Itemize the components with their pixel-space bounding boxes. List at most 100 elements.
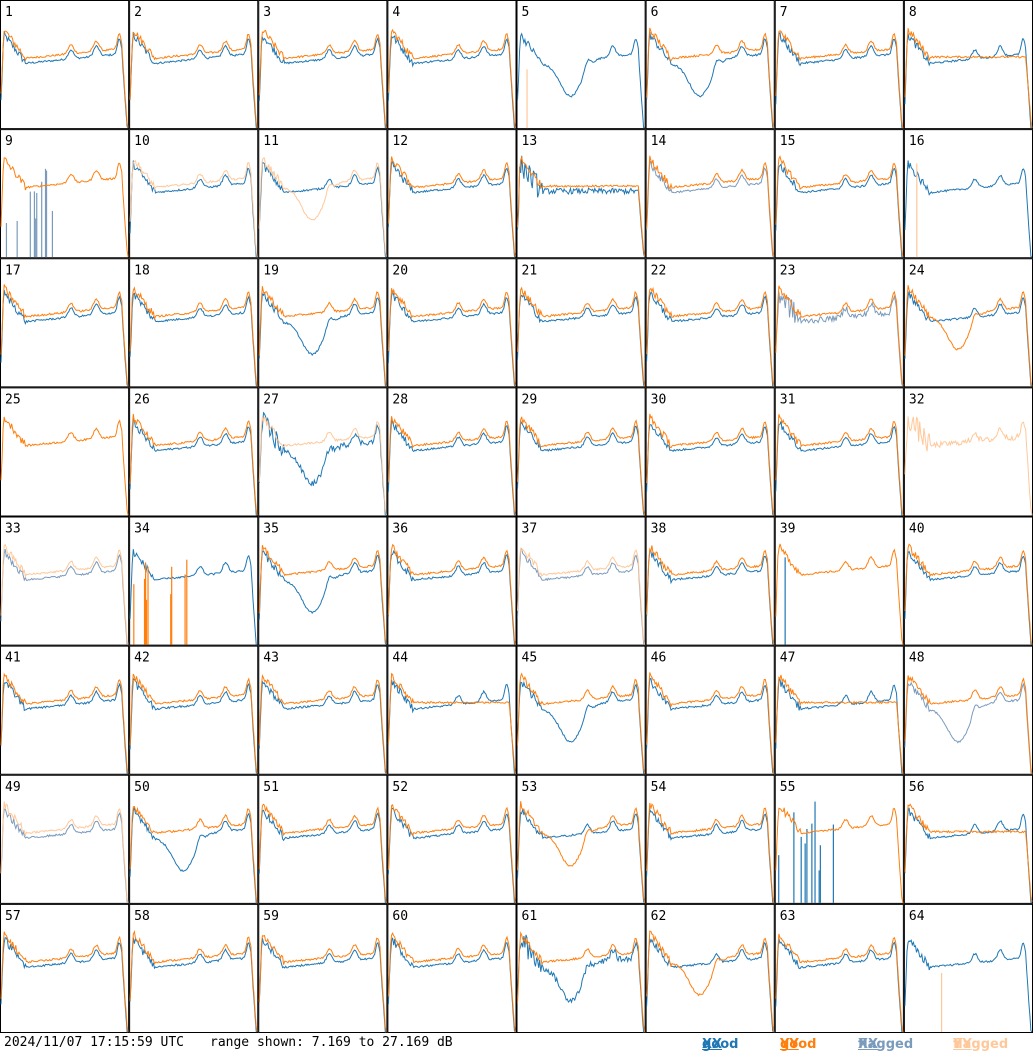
panel-number: 32 xyxy=(909,392,925,407)
panel-60: 60 xyxy=(387,903,517,1033)
panel-30: 30 xyxy=(645,387,775,517)
panel-number: 62 xyxy=(651,909,667,924)
panel-frame xyxy=(258,129,388,259)
yy-series-line xyxy=(0,543,129,645)
legend-flagged-xx-word: flagged xyxy=(858,1037,914,1052)
yy-spike-series xyxy=(133,559,188,645)
panel-frame xyxy=(258,258,388,388)
yy-series-line xyxy=(646,155,775,257)
yy-series-line xyxy=(0,672,129,774)
panel-frame xyxy=(129,0,259,130)
yy-series-line xyxy=(646,27,775,129)
xx-series-line xyxy=(0,681,129,775)
yy-series-line xyxy=(517,416,646,516)
yy-series-line xyxy=(904,416,1033,516)
panel-number: 42 xyxy=(134,651,150,666)
xx-series-line xyxy=(387,289,516,387)
panel-frame xyxy=(129,129,259,259)
footer: 2024/11/07 17:15:59 UTC range shown: 7.1… xyxy=(0,1033,1033,1053)
panel-number: 54 xyxy=(651,780,667,795)
panel-19: 19 xyxy=(258,258,388,388)
panel-number: 57 xyxy=(5,909,21,924)
panel-10: 10 xyxy=(129,129,259,259)
panel-55: 55 xyxy=(774,774,904,904)
panel-number: 3 xyxy=(263,5,271,20)
xx-series-line xyxy=(387,35,516,129)
panel-number: 15 xyxy=(780,134,796,149)
yy-series-line xyxy=(129,286,258,387)
panel-61: 61 xyxy=(516,903,646,1033)
panel-frame xyxy=(129,903,259,1033)
yy-series-line xyxy=(129,160,258,258)
panel-59: 59 xyxy=(258,903,388,1033)
panel-number: 18 xyxy=(134,263,150,278)
panel-number: 46 xyxy=(651,651,667,666)
xx-series-line xyxy=(775,163,904,258)
yy-series-line xyxy=(775,807,904,903)
yy-series-line xyxy=(775,674,904,774)
panel-frame xyxy=(903,645,1033,775)
yy-series-line xyxy=(129,32,258,128)
yy-series-line xyxy=(517,286,646,387)
panel-frame xyxy=(516,0,646,130)
legend-flagged-yy-word: flagged xyxy=(953,1037,1009,1052)
xx-series-line xyxy=(646,159,775,258)
panel-25: 25 xyxy=(0,387,130,517)
xx-series-line xyxy=(129,292,258,387)
panel-frame xyxy=(645,903,775,1033)
panel-frame xyxy=(903,129,1033,259)
yy-series-line xyxy=(646,413,775,516)
panel-5: 5 xyxy=(516,0,646,130)
panel-54: 54 xyxy=(645,774,775,904)
panel-33: 33 xyxy=(0,516,130,646)
panel-number: 14 xyxy=(651,134,667,149)
xx-series-line xyxy=(904,939,1033,1033)
panel-56: 56 xyxy=(903,774,1033,904)
panel-number: 50 xyxy=(134,780,150,795)
panel-29: 29 xyxy=(516,387,646,517)
panel-number: 30 xyxy=(651,392,667,407)
yy-series-line xyxy=(775,285,904,386)
panel-21: 21 xyxy=(516,258,646,388)
xx-series-line xyxy=(646,807,775,904)
panel-frame xyxy=(258,645,388,775)
yy-series-line xyxy=(646,286,775,387)
panel-52: 52 xyxy=(387,774,517,904)
panel-51: 51 xyxy=(258,774,388,904)
panel-number: 6 xyxy=(651,5,659,20)
yy-series-line xyxy=(387,416,516,516)
xx-series-line xyxy=(129,417,258,516)
xx-spike-series xyxy=(778,801,834,903)
panel-frame xyxy=(0,129,130,259)
panel-43: 43 xyxy=(258,645,388,775)
xx-series-line xyxy=(387,937,516,1033)
yy-series-line xyxy=(129,673,258,774)
panel-13: 13 xyxy=(516,129,646,259)
xx-series-line xyxy=(129,677,258,775)
yy-series-line xyxy=(0,157,129,257)
panel-frame xyxy=(0,645,130,775)
panel-14: 14 xyxy=(645,129,775,259)
panel-7: 7 xyxy=(774,0,904,130)
legend-good-yy-pol: YY xyxy=(780,1037,799,1052)
xx-series-line xyxy=(775,31,904,129)
panel-12: 12 xyxy=(387,129,517,259)
panel-number: 13 xyxy=(522,134,538,149)
panel-number: 22 xyxy=(651,263,667,278)
yy-series-line xyxy=(0,416,129,516)
panel-frame xyxy=(258,387,388,517)
panel-frame xyxy=(258,903,388,1033)
panel-number: 25 xyxy=(5,392,21,407)
yy-series-line xyxy=(775,155,904,257)
panel-62: 62 xyxy=(645,903,775,1033)
panel-24: 24 xyxy=(903,258,1033,388)
panel-frame xyxy=(774,645,904,775)
panel-frame xyxy=(0,516,130,646)
panel-40: 40 xyxy=(903,516,1033,646)
panel-39: 39 xyxy=(774,516,904,646)
xx-series-line xyxy=(258,161,387,258)
panel-15: 15 xyxy=(774,129,904,259)
xx-series-line xyxy=(129,31,258,129)
legend-good-yy-word: good xyxy=(780,1037,817,1052)
